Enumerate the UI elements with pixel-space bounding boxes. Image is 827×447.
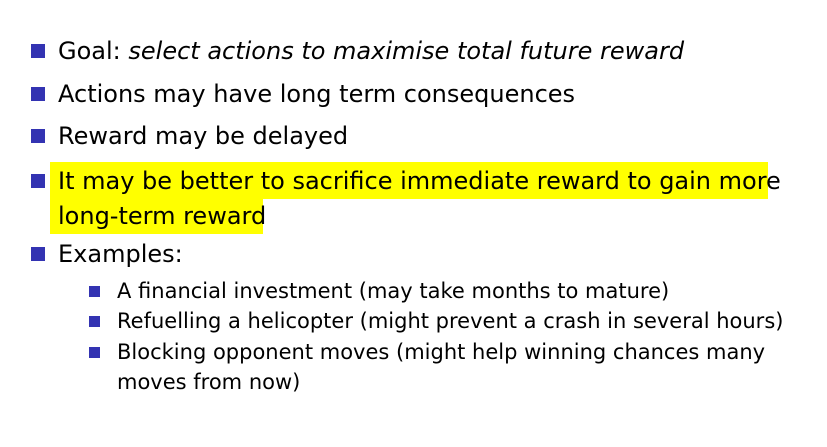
- bullet-square-icon: [31, 247, 45, 261]
- example-blocking-line-2: moves from now): [117, 370, 301, 394]
- bullet-consequences: Actions may have long term consequences: [58, 80, 576, 108]
- example-investment: A financial investment (may take months …: [117, 279, 670, 303]
- sub-bullet-square-icon: [89, 347, 100, 358]
- bullet-square-icon: [31, 174, 45, 188]
- bullet-examples: Examples:: [58, 240, 183, 268]
- goal-emphasis: select actions to maximise total future …: [128, 37, 685, 65]
- bullet-sacrifice-line-2: long-term reward: [58, 202, 267, 230]
- highlight-line-2: [50, 199, 263, 234]
- bullet-sacrifice-line-1: It may be better to sacrifice immediate …: [58, 167, 781, 195]
- bullet-delayed: Reward may be delayed: [58, 122, 349, 150]
- bullet-square-icon: [31, 44, 45, 58]
- sub-bullet-square-icon: [89, 286, 100, 297]
- highlight-line-1: [50, 162, 768, 199]
- example-helicopter: Refuelling a helicopter (might prevent a…: [117, 309, 784, 333]
- bullet-square-icon: [31, 129, 45, 143]
- example-blocking-line-1: Blocking opponent moves (might help winn…: [117, 340, 766, 364]
- bullet-square-icon: [31, 87, 45, 101]
- goal-prefix: Goal:: [58, 37, 129, 65]
- bullet-goal: Goal: select actions to maximise total f…: [58, 34, 684, 68]
- sub-bullet-square-icon: [89, 316, 100, 327]
